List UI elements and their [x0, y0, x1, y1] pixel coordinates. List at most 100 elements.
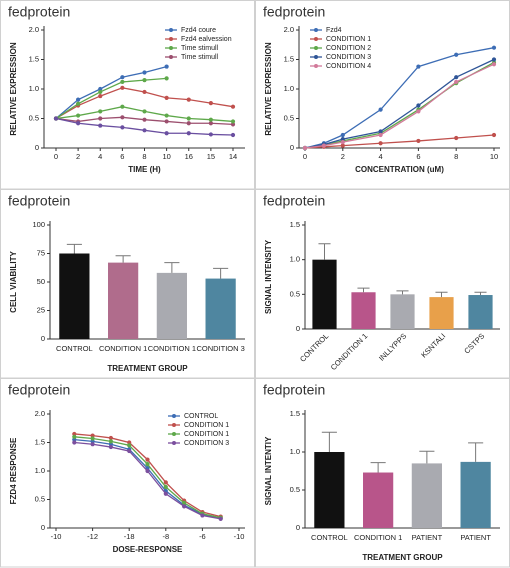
y-tick-label: 0	[35, 143, 39, 152]
data-point	[230, 104, 236, 109]
x-axis-label: TIME (H)	[128, 165, 161, 174]
data-point	[142, 89, 147, 95]
legend-label: CONDITION 1	[184, 422, 229, 429]
y-tick-label: 0	[41, 334, 45, 343]
bar	[312, 259, 337, 329]
error-bar	[468, 442, 484, 462]
x-tick-label: -10	[234, 532, 245, 541]
data-point	[76, 101, 81, 106]
x-tick-label: 10	[490, 152, 498, 161]
y-tick-label: 75	[37, 248, 45, 257]
series-line	[304, 58, 495, 149]
data-point	[108, 435, 113, 441]
error-bar	[435, 291, 448, 298]
chart-title: fedprotein	[8, 4, 70, 20]
data-point	[454, 79, 459, 85]
bar	[314, 452, 345, 528]
y-tick-label: 1.0	[29, 84, 39, 93]
x-tick-label: CONDITION 1	[329, 331, 370, 372]
data-point	[218, 516, 223, 521]
data-point	[208, 117, 213, 122]
y-tick-label: 1.5	[290, 409, 300, 418]
error-bar	[474, 291, 487, 296]
data-point	[378, 129, 383, 134]
error-bar	[164, 262, 180, 273]
chart-panel: fedprotein 0 0.5 1.0 1.5 2.0 RELATIVE EXPRESSI…	[0, 0, 255, 190]
chart-panel: fedprotein 0 25 50 75 100 CELL VIABILITY TREATM…	[0, 189, 255, 379]
data-point	[108, 439, 113, 444]
data-point	[416, 64, 421, 69]
x-tick-label: 2	[76, 152, 80, 161]
x-tick-label: 2	[341, 152, 345, 161]
data-point	[491, 57, 497, 62]
data-point	[163, 491, 168, 496]
legend-label: CONDITION 4	[326, 63, 371, 70]
y-tick-label: 1.0	[290, 447, 300, 456]
data-point	[182, 504, 187, 509]
y-tick-label: 0.5	[35, 494, 45, 503]
error-bar	[115, 255, 131, 263]
chart-panel: fedprotein 0 0.5 1.0 1.5 2.0 RELATIVE EXPRESSI…	[255, 0, 510, 190]
y-tick-label: 0	[296, 324, 300, 333]
data-point	[454, 135, 459, 141]
data-point	[378, 107, 383, 112]
series-line	[304, 63, 495, 149]
bar	[205, 278, 236, 339]
x-tick-label: CONTROL	[311, 533, 348, 542]
data-point	[416, 109, 421, 114]
data-point	[302, 145, 308, 151]
error-bar	[396, 290, 409, 295]
y-tick-label: 1.5	[29, 54, 39, 63]
data-point	[72, 434, 77, 439]
y-tick-label: 100	[32, 220, 45, 229]
x-tick-label: -6	[199, 532, 206, 541]
x-tick-label: -8	[162, 532, 169, 541]
series-line	[74, 436, 221, 519]
error-bar	[213, 267, 229, 279]
data-point	[145, 468, 150, 474]
legend-marker	[314, 55, 318, 59]
x-tick-label: CONDITION 1	[148, 344, 196, 353]
x-tick-label: 0	[54, 152, 58, 161]
chart-title: fedprotein	[263, 193, 325, 209]
data-point	[186, 121, 191, 126]
data-point	[491, 45, 497, 50]
y-tick-label: 0.5	[290, 485, 300, 494]
error-bar	[321, 431, 337, 452]
data-point	[200, 513, 205, 518]
data-point	[120, 79, 125, 85]
bar	[460, 461, 491, 528]
x-tick-label: CONTROL	[56, 344, 93, 353]
legend-label: CONDITION 3	[184, 440, 229, 447]
data-point	[321, 143, 326, 148]
data-point	[230, 122, 236, 127]
data-point	[491, 62, 497, 67]
legend-label: Time stimull	[181, 54, 219, 61]
data-point	[127, 448, 132, 454]
data-point	[98, 123, 103, 128]
x-tick-label: KSNTALI	[419, 331, 447, 359]
y-axis-label: SIGNAL INTENSITY	[264, 239, 273, 314]
y-tick-label: 0.5	[29, 113, 39, 122]
data-point	[98, 116, 103, 121]
x-tick-label: 6	[416, 152, 420, 161]
data-point	[98, 89, 103, 95]
data-point	[90, 436, 95, 441]
data-point	[378, 132, 383, 138]
error-bar	[357, 287, 370, 293]
data-point	[98, 86, 103, 92]
chart-panel: fedprotein 0 0.5 1.0 1.5 SIGNAL INTENSITY CONT…	[255, 189, 510, 379]
x-tick-label: CSTPS	[462, 331, 486, 355]
x-tick-label: 8	[142, 152, 146, 161]
data-point	[164, 76, 169, 81]
x-axis-label: DOSE-RESPONSE	[113, 545, 183, 554]
legend-label: Fzd4 coure	[181, 27, 216, 34]
error-bar	[419, 450, 435, 464]
series-line	[74, 441, 221, 520]
x-axis-label: TREATMENT GROUP	[107, 364, 188, 373]
legend-marker	[314, 37, 318, 41]
series-line	[55, 77, 167, 120]
data-point	[108, 444, 113, 450]
